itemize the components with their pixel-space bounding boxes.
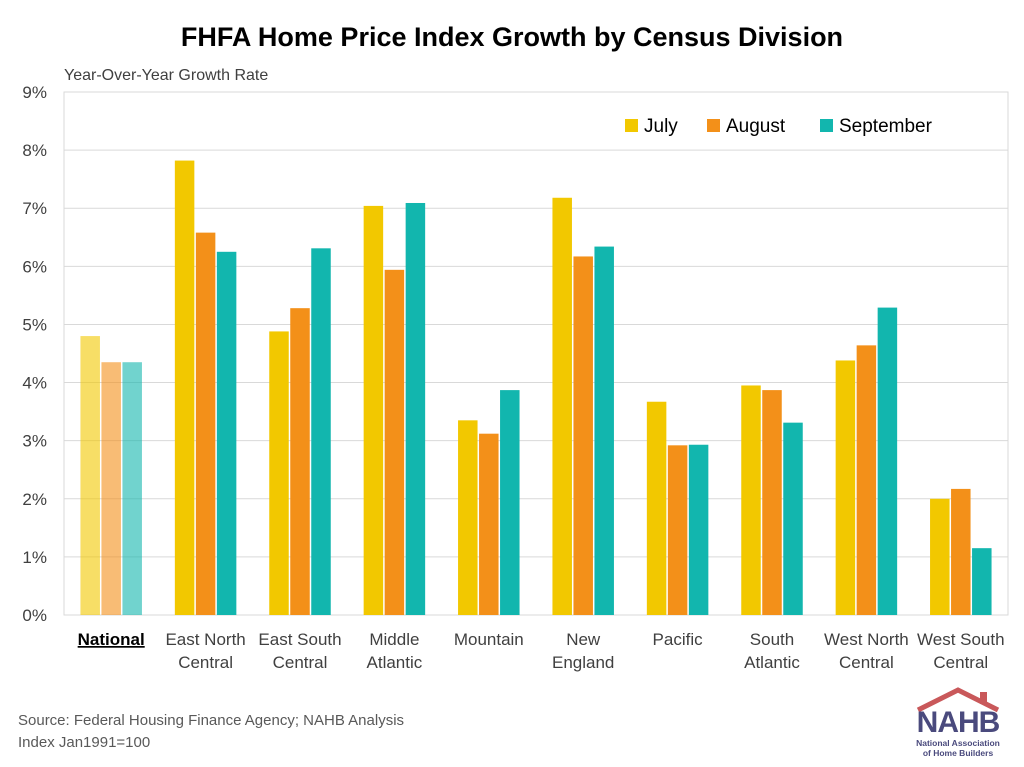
logo-subtitle-line: of Home Builders — [922, 748, 994, 758]
y-tick-label: 2% — [22, 490, 47, 509]
bar-august — [573, 256, 593, 615]
bar-august — [667, 445, 688, 615]
x-tick-label: Central — [933, 653, 988, 672]
bar-september — [972, 548, 992, 615]
bar-september — [594, 246, 614, 615]
legend-swatch — [625, 119, 638, 132]
bar-august — [384, 269, 405, 615]
index-note: Index Jan1991=100 — [18, 734, 151, 751]
bar-july — [930, 498, 950, 615]
bar-september — [122, 362, 142, 615]
nahb-logo: NAHB National Association of Home Builde… — [904, 686, 1012, 758]
bar-september — [688, 444, 709, 615]
logo-subtitle-line: National Association — [916, 738, 1000, 748]
y-tick-label: 6% — [22, 257, 47, 276]
bar-september — [311, 248, 331, 615]
y-tick-label: 9% — [22, 83, 47, 102]
bar-september — [500, 390, 520, 615]
bar-july — [741, 385, 761, 615]
bar-august — [856, 345, 877, 615]
x-tick-label: England — [552, 653, 614, 672]
x-tick-label: Pacific — [653, 630, 704, 649]
bar-september — [877, 307, 898, 615]
bar-july — [174, 160, 195, 615]
bar-august — [101, 362, 121, 615]
y-tick-label: 8% — [22, 141, 47, 160]
y-tick-label: 7% — [22, 199, 47, 218]
x-tick-label: Central — [273, 653, 328, 672]
bar-september — [783, 422, 803, 615]
y-axis-label: Year-Over-Year Growth Rate — [64, 67, 269, 84]
bar-july — [835, 360, 856, 615]
y-tick-label: 5% — [22, 315, 47, 334]
bar-july — [363, 205, 384, 616]
bar-july — [646, 401, 667, 615]
logo-text: NAHB — [916, 706, 1001, 739]
y-tick-label: 1% — [22, 548, 47, 567]
x-tick-label: Middle — [369, 630, 419, 649]
source-note: Source: Federal Housing Finance Agency; … — [18, 710, 404, 754]
bar-august — [290, 308, 310, 615]
legend-label: July — [644, 116, 678, 137]
y-tick-label: 4% — [22, 374, 47, 393]
legend-swatch — [707, 119, 720, 132]
x-tick-label: New — [566, 630, 601, 649]
x-tick-label: East North — [165, 630, 245, 649]
house-roof-icon — [916, 687, 1000, 713]
x-tick-label: Central — [839, 653, 894, 672]
bar-august — [195, 232, 216, 615]
bar-july — [458, 420, 478, 615]
bar-september — [405, 202, 426, 615]
bar-september — [216, 251, 237, 616]
x-tick-label: Atlantic — [744, 653, 800, 672]
x-tick-label: West South — [917, 630, 1005, 649]
legend-label: September — [839, 116, 933, 137]
y-tick-label: 3% — [22, 432, 47, 451]
legend-label: August — [726, 116, 786, 137]
bar-july — [552, 197, 572, 616]
legend-swatch — [820, 119, 833, 132]
y-tick-label: 0% — [22, 606, 47, 625]
bar-july — [269, 331, 289, 615]
bar-august — [479, 433, 499, 615]
x-tick-label: Mountain — [454, 630, 524, 649]
x-tick-label: South — [750, 630, 794, 649]
x-tick-label: Atlantic — [367, 653, 423, 672]
bar-august — [951, 488, 971, 615]
bar-august — [762, 390, 782, 615]
x-tick-label: East South — [258, 630, 341, 649]
bar-july — [80, 336, 100, 615]
logo-subtitle: National Association of Home Builders — [904, 738, 1012, 758]
source-line: Source: Federal Housing Finance Agency; … — [18, 712, 405, 729]
chart-title: FHFA Home Price Index Growth by Census D… — [180, 22, 844, 52]
x-tick-label: West North — [824, 630, 909, 649]
x-tick-label: National — [78, 630, 145, 649]
x-tick-label: Central — [178, 653, 233, 672]
